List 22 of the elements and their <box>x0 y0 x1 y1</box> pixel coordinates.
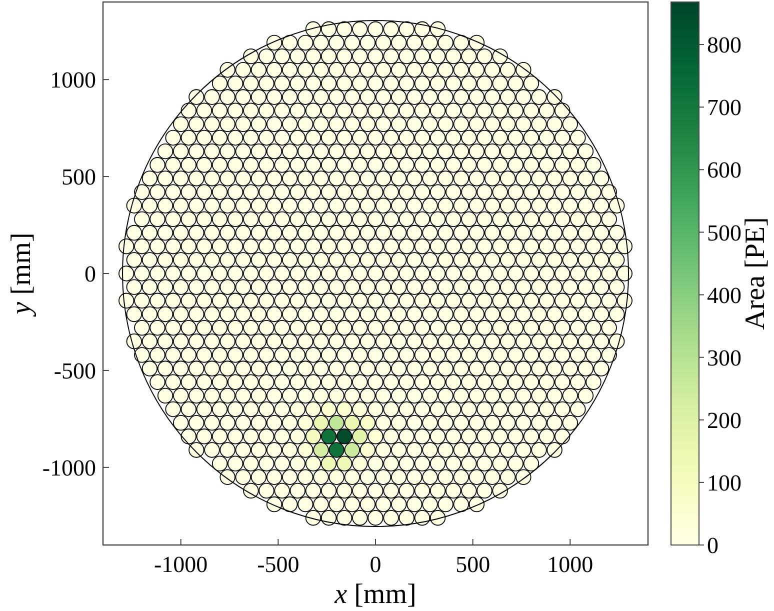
color-bar-label: 0 <box>707 533 718 558</box>
x-tick-label: 1000 <box>547 552 594 577</box>
x-tick-label: -500 <box>257 552 300 577</box>
color-bar-label: 300 <box>707 345 742 370</box>
y-axis-title: y [mm] <box>6 232 37 318</box>
color-bar-label: 200 <box>707 408 742 433</box>
color-bar-title: Area [PE] <box>740 217 771 330</box>
color-bar-label: 400 <box>707 282 742 308</box>
y-tick-label: 1000 <box>50 68 96 93</box>
x-tick-label: -1000 <box>154 552 208 577</box>
color-bar-label: 800 <box>707 32 742 58</box>
x-tick-label: 500 <box>456 552 490 577</box>
y-tick-label: -1000 <box>42 455 96 480</box>
color-bar-label: 700 <box>707 95 742 120</box>
y-tick-label: -500 <box>54 358 96 384</box>
color-bar-label: 600 <box>707 158 742 183</box>
x-tick-label: 0 <box>370 552 382 577</box>
color-bar-label: 100 <box>707 470 742 496</box>
y-tick-label: 500 <box>62 164 96 190</box>
y-tick-label: 0 <box>84 262 96 287</box>
x-axis-title: x [mm] <box>334 579 416 610</box>
color-bar-label: 500 <box>707 220 742 246</box>
